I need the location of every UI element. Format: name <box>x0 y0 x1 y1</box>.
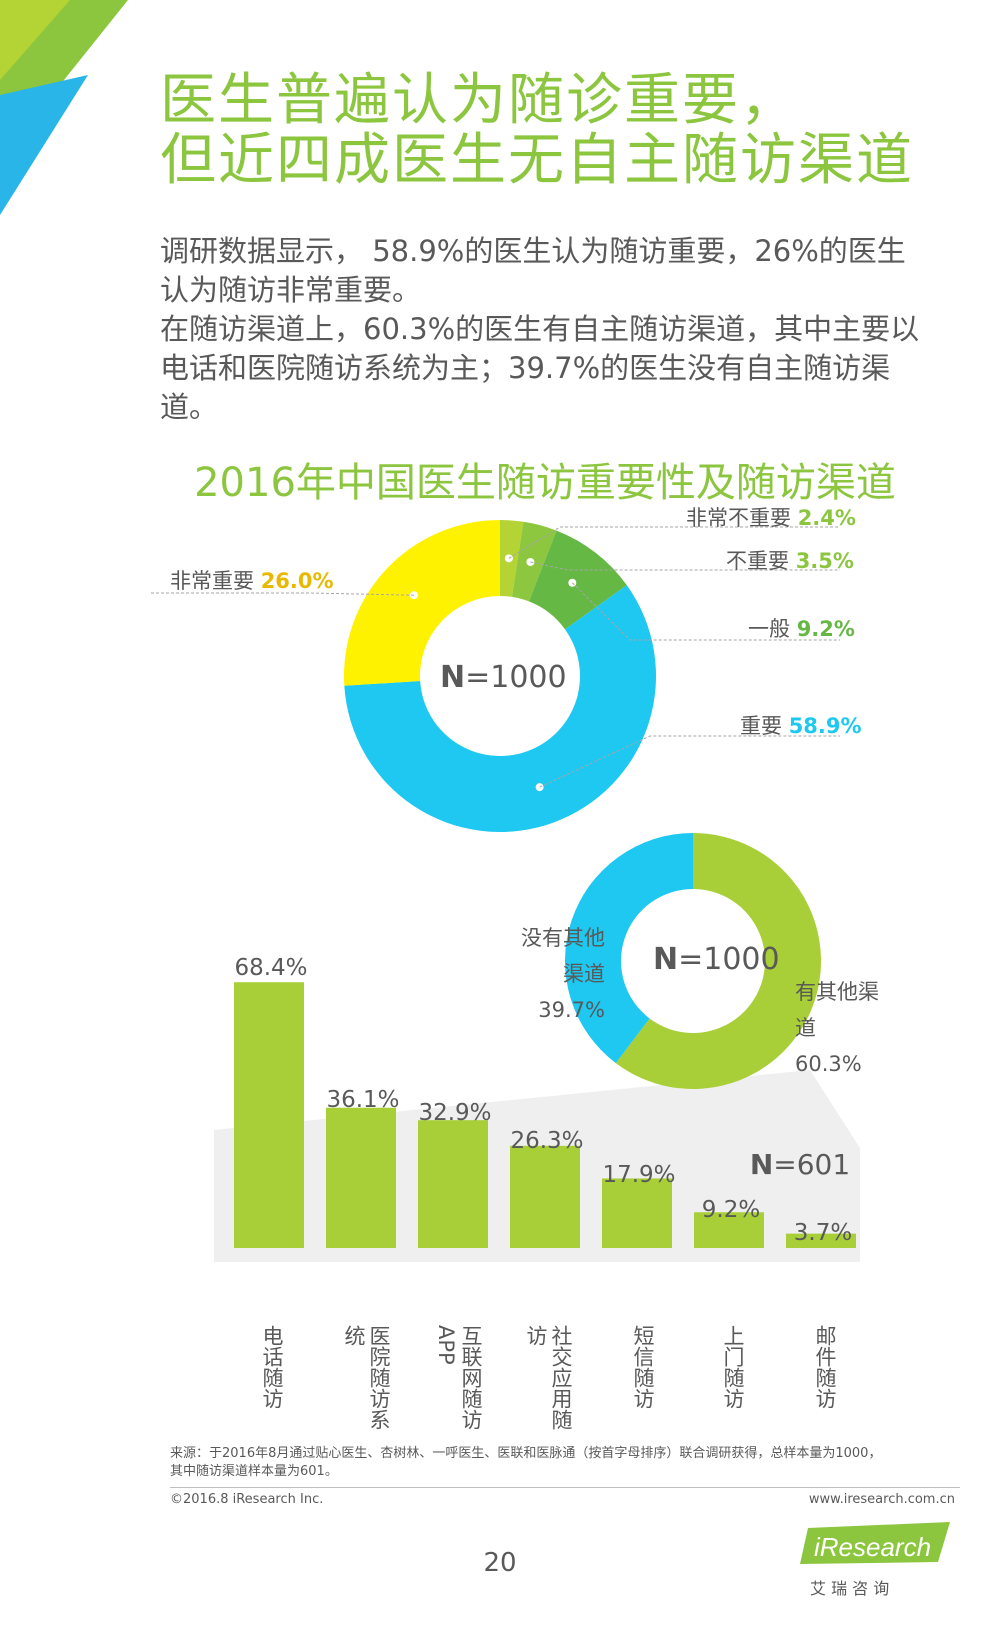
bar-sample-size: N=601 <box>749 1148 851 1181</box>
donut2-label-no-channel: 没有其他 渠道 39.7% <box>521 926 605 1022</box>
donut1-leader-line <box>539 735 840 788</box>
logo-brand-text: iResearch <box>814 1532 931 1562</box>
donut1-sample-size: N=1000 <box>440 660 567 695</box>
bar-value-label: 3.7% <box>793 1220 853 1246</box>
bar-category-label: 邮件随访 <box>813 1325 837 1409</box>
donut2-slice <box>615 833 821 1089</box>
bar <box>694 1212 764 1248</box>
bar-category-label: 电话随访 <box>260 1325 284 1409</box>
donut1-label-important: 重要 58.9% <box>740 714 862 738</box>
bar-value-label: 68.4% <box>234 955 308 981</box>
donut1-slice <box>528 530 627 630</box>
donut1-label-very-unimportant: 非常不重要 2.4% <box>686 506 856 530</box>
bar-category-label: 社交应用随访 <box>524 1325 573 1430</box>
donut1-leader-line <box>571 582 840 641</box>
page-number: 20 <box>483 1548 517 1578</box>
bar-value-label: 17.9% <box>602 1162 676 1188</box>
donut2-slice <box>565 833 693 1064</box>
donut2-label-has-channel: 有其他渠 道 60.3% <box>795 980 879 1076</box>
importance-donut-chart <box>150 520 840 832</box>
channel-bar-chart <box>214 982 860 1262</box>
bar-category-label: 互联网随访APP <box>434 1325 483 1430</box>
intro-text: 调研数据显示， 58.9%的医生认为随访重要，26%的医生认为随访非常重要。 在… <box>160 232 930 427</box>
bar-value-label: 32.9% <box>418 1100 492 1126</box>
bar <box>418 1120 488 1248</box>
iresearch-logo: iResearch 艾 瑞 咨 询 <box>800 1522 950 1598</box>
donut1-leader-line <box>508 526 840 559</box>
bar-value-label: 36.1% <box>326 1087 400 1113</box>
bar-value-label: 9.2% <box>701 1197 761 1223</box>
website-url: www.iresearch.com.cn <box>808 1492 955 1507</box>
page-title-line-1: 医生普遍认为随诊重要， <box>160 68 798 133</box>
bar-value-label: 26.3% <box>510 1128 584 1154</box>
donut1-label-unimportant: 不重要 3.5% <box>726 549 854 573</box>
bar-category-label: 短信随访 <box>631 1325 655 1409</box>
bar <box>786 1233 856 1248</box>
bar <box>326 1107 396 1248</box>
copyright: ©2016.8 iResearch Inc. <box>170 1492 324 1507</box>
donut1-label-neutral: 一般 9.2% <box>748 617 855 641</box>
intro-paragraph-2: 在随访渠道上，60.3%的医生有自主随访渠道，其中主要以电话和医院随访系统为主；… <box>160 312 920 424</box>
footer-divider <box>170 1487 960 1488</box>
page-title-line-2: 但近四成医生无自主随访渠道 <box>160 128 914 193</box>
bar <box>510 1145 580 1248</box>
bar <box>602 1178 672 1248</box>
donut1-label-very-important: 非常重要 26.0% <box>170 569 334 593</box>
logo-sub-text: 艾 瑞 咨 询 <box>810 1579 889 1598</box>
donut1-slice <box>344 520 500 686</box>
source-note: 来源：于2016年8月通过贴心医生、杏树林、一呼医生、医联和医脉通（按首字母排序… <box>170 1446 882 1479</box>
donut1-leader-line <box>150 592 414 596</box>
donut2-sample-size: N=1000 <box>653 942 780 977</box>
bar-category-label: 医院随访系统 <box>342 1325 391 1430</box>
channel-donut-chart <box>565 833 821 1089</box>
chart-title: 2016年中国医生随访重要性及随访渠道 <box>194 460 896 506</box>
donut1-leader-line <box>530 561 840 571</box>
bar-category-label: 上门随访 <box>721 1325 745 1409</box>
corner-decoration <box>0 0 128 215</box>
intro-paragraph-1: 调研数据显示， 58.9%的医生认为随访重要，26%的医生认为随访非常重要。 <box>160 234 906 307</box>
donut1-slice <box>344 585 657 832</box>
bar <box>234 982 304 1248</box>
